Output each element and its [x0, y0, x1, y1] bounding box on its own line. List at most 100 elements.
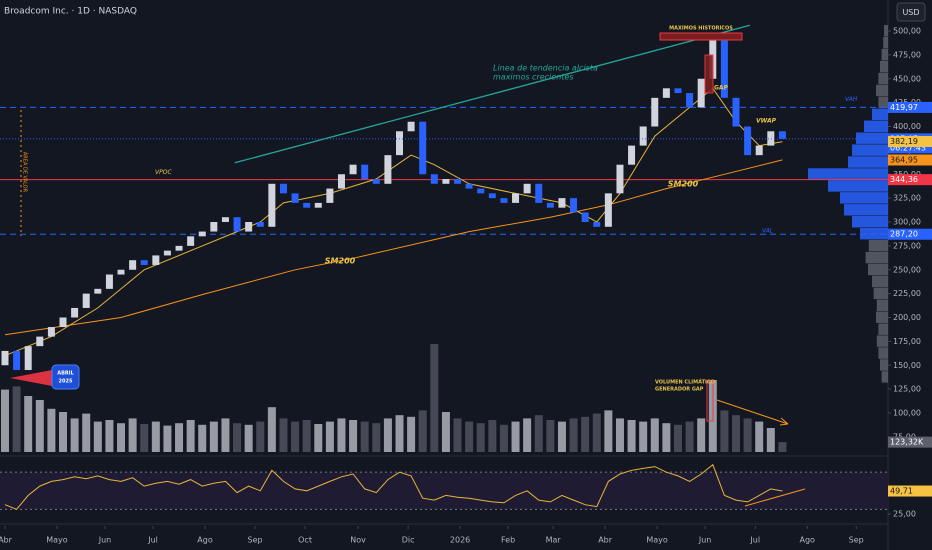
profile-bar: [876, 335, 888, 347]
candle-body: [407, 121, 415, 132]
y-tick-label: 275,00: [893, 241, 921, 250]
volume-bar: [383, 418, 392, 452]
volume-bar: [151, 421, 160, 452]
line-name-label: SM200: [668, 180, 699, 189]
profile-bar: [868, 239, 888, 252]
profile-bar: [878, 323, 888, 335]
candle-body: [361, 164, 369, 180]
volume-bar: [93, 421, 102, 452]
y-tick-label: 200,00: [893, 313, 921, 322]
volume-arrow-head: [779, 417, 789, 426]
candle-body: [442, 179, 450, 184]
abril-badge: [51, 364, 80, 390]
rsi-line: [4, 463, 783, 510]
volume-bar: [615, 418, 624, 452]
volume-bar: [244, 424, 253, 452]
volume-bar: [581, 416, 590, 452]
x-tick-label: Abr: [0, 536, 13, 545]
candle-body: [419, 121, 427, 175]
volume-bar: [604, 410, 613, 452]
annotation: MAXIMOS HISTORICOS: [669, 26, 733, 32]
profile-bar: [864, 120, 888, 132]
volume-bar: [24, 396, 33, 452]
front-layer: VAH VPOC VAL SM200 SM200 VWAP Linea de tendenc…: [10, 26, 858, 507]
currency-button[interactable]: [896, 2, 926, 22]
candle-body: [24, 346, 32, 371]
volume-bar: [279, 418, 288, 452]
candle-body: [129, 260, 137, 270]
candle-body: [1, 350, 9, 366]
volume-bar: [221, 418, 230, 452]
candle-body: [36, 336, 44, 347]
level-badge-label: 419,97: [890, 103, 918, 112]
profile-bar: [884, 25, 888, 37]
volume-bar: [778, 442, 787, 452]
price-badge-label: 364,95: [890, 155, 918, 164]
volume-bar: [360, 421, 369, 452]
x-tick-label: 2026: [450, 536, 470, 545]
volume-bar: [209, 421, 218, 452]
candle-body: [558, 198, 566, 208]
volume-bar: [488, 420, 497, 452]
volume-bar: [476, 423, 485, 452]
level-name: VPOC: [155, 169, 172, 176]
volume-bar: [70, 418, 79, 452]
candle-body: [152, 255, 160, 265]
candle-body: [71, 307, 79, 318]
volume-bar: [418, 410, 427, 452]
x-tick-label: Sep: [849, 536, 864, 545]
volume-bar: [291, 421, 300, 452]
level-badge-label: 344,36: [890, 175, 918, 184]
level-badge: [888, 101, 932, 113]
annotation: GENERADOR GAP: [655, 387, 704, 393]
main-layer: [0, 24, 888, 510]
profile-bar: [878, 96, 888, 109]
y-tick-label: 100,00: [893, 409, 921, 418]
y-tick-label: 250,00: [893, 265, 921, 274]
profile-bar: [880, 359, 888, 371]
candle-body: [616, 164, 624, 194]
x-tick-label: Ago: [800, 536, 816, 545]
annotation: maximos crecientes: [493, 73, 574, 82]
price-badge: [888, 154, 932, 166]
candle-body: [477, 188, 485, 194]
candle-body: [686, 93, 694, 108]
volume-bar: [731, 415, 740, 452]
candle-body: [744, 126, 752, 156]
profile-bar: [844, 204, 888, 216]
volume-bar: [685, 421, 694, 452]
candle-body: [593, 222, 601, 227]
volume-bar: [35, 400, 44, 452]
y-tick-label: 175,00: [893, 337, 921, 346]
candle-body: [349, 164, 357, 175]
volume-bar: [407, 416, 416, 452]
volume-bar: [523, 418, 532, 452]
volume-bar: [766, 428, 775, 452]
currency-label[interactable]: USD: [902, 8, 919, 17]
candle-body: [221, 217, 229, 222]
profile-bar: [852, 144, 888, 156]
volume-bar: [186, 420, 195, 452]
volume-bar: [267, 407, 276, 452]
volume-bar: [140, 424, 149, 452]
volume-bar: [128, 418, 137, 452]
candle-body: [662, 88, 670, 98]
candle-body: [604, 193, 612, 227]
volume-bar: [105, 420, 114, 452]
y-tick-label: 150,00: [893, 361, 921, 370]
abril-arrow: [10, 370, 52, 386]
volume-bar: [117, 423, 126, 452]
x-tick-label: Jun: [698, 536, 712, 545]
line-name-label: VWAP: [756, 118, 777, 125]
level-badge: [888, 174, 932, 186]
volume-bar: [673, 424, 682, 452]
volume-bar: [82, 413, 91, 452]
back-layer: [0, 25, 888, 510]
candle-body: [140, 260, 148, 265]
x-tick-label: Jun: [98, 536, 112, 545]
rsi-tick-label: 25,00: [893, 510, 916, 519]
candle-body: [187, 236, 195, 246]
